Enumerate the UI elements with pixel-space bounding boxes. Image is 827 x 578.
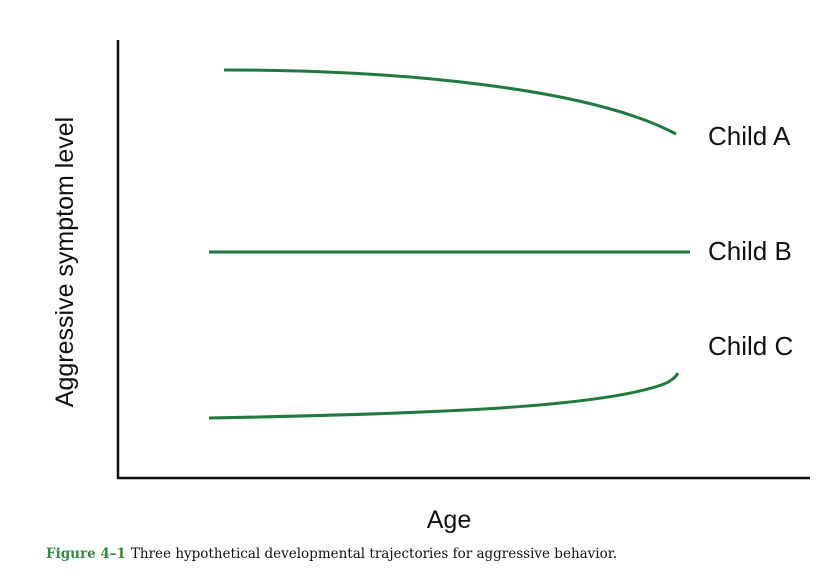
y-axis-label: Aggressive symptom level (51, 117, 79, 407)
curve-label: Child C (708, 331, 793, 361)
curve-label: Child B (708, 236, 792, 266)
curve-child-c (208, 372, 680, 420)
curve-child-a (223, 68, 677, 136)
caption-text: Three hypothetical developmental traject… (130, 546, 618, 562)
caption: Figure 4–1 Three hypothetical development… (46, 546, 617, 562)
curve-label: Child A (708, 121, 791, 151)
x-axis-label: Age (427, 506, 471, 534)
figure-number: Figure 4–1 (46, 546, 126, 562)
figure: Child A Child B Child C Aggressive sympt… (51, 40, 810, 534)
